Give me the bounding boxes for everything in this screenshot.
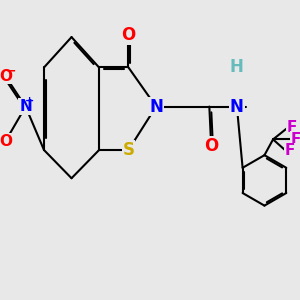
Text: N: N bbox=[19, 99, 32, 114]
Text: −: − bbox=[5, 64, 16, 77]
Text: O: O bbox=[122, 26, 136, 44]
Text: O: O bbox=[0, 134, 12, 149]
Text: S: S bbox=[122, 141, 134, 159]
Text: H: H bbox=[230, 58, 244, 76]
Text: O: O bbox=[204, 137, 218, 155]
Text: F: F bbox=[285, 143, 296, 158]
Text: +: + bbox=[24, 96, 34, 106]
Text: N: N bbox=[149, 98, 163, 116]
Text: N: N bbox=[230, 98, 244, 116]
Text: F: F bbox=[286, 120, 297, 135]
Text: O: O bbox=[0, 69, 12, 84]
Text: F: F bbox=[291, 132, 300, 147]
